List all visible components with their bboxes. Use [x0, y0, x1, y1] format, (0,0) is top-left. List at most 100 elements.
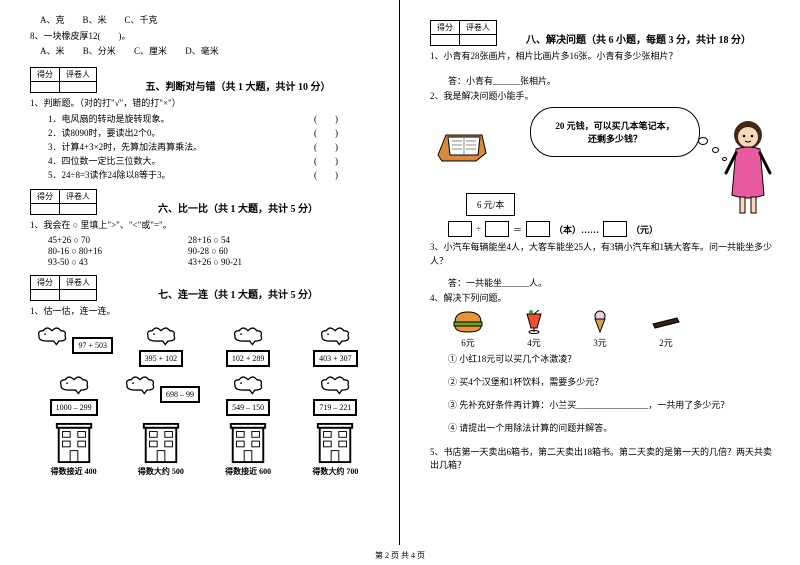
icecream-icon	[583, 310, 617, 334]
tf-text: 2．读8090时，要读出2个0。	[48, 126, 161, 139]
dove-icon	[143, 322, 179, 348]
drink-icon	[517, 310, 551, 334]
cloud-bubble	[698, 137, 708, 145]
dove-label: 102 + 289	[226, 350, 271, 367]
cloud-line-2: 还剩多少钱？	[588, 132, 642, 145]
equation-row: ÷ ＝ （本）…… （元）	[448, 221, 780, 237]
building-icon	[54, 422, 94, 464]
dove-row-2: 1000 – 299 698 – 99 549 – 150 719 – 221	[30, 371, 379, 416]
q4-2: ② 买4个汉堡和1杯饮料，需要多少元？	[448, 375, 780, 388]
q8-options: A、米 B、分米 C、厘米 D、毫米	[30, 45, 379, 59]
dove-label: 719 – 221	[313, 399, 357, 416]
dove-item: 102 + 289	[208, 322, 288, 367]
q8-stem: 8、一块橡皮厚12( )。	[30, 30, 379, 44]
right-column: 得分评卷人 八、解决问题（共 6 小题，每题 3 分，共计 18 分） 1、小青…	[400, 0, 800, 545]
section-8-header: 得分评卷人 八、解决问题（共 6 小题，每题 3 分，共计 18 分）	[430, 20, 780, 46]
eq-div: ÷	[476, 224, 481, 234]
score-box: 得分评卷人	[30, 189, 97, 215]
dove-icon	[56, 371, 92, 397]
opt-b: B、分米	[83, 46, 116, 56]
dove-label: 403 + 307	[313, 350, 358, 367]
s7-stem: 1、估一估，连一连。	[30, 305, 379, 319]
tf-paren: ( )	[314, 126, 338, 139]
dove-item: 97 + 503	[34, 322, 114, 367]
snack-price: 6元	[448, 336, 488, 349]
dove-item: 698 – 99	[121, 371, 201, 416]
eq-unit-1: （本）……	[554, 223, 599, 236]
snack-icecream: 3元	[580, 310, 620, 349]
s6-row-3: 93-50 ○ 4343+26 ○ 90-21	[48, 257, 379, 267]
left-column: A、克 B、米 C、千克 8、一块橡皮厚12( )。 A、米 B、分米 C、厘米…	[0, 0, 400, 545]
building-item: 得数接近 600	[208, 422, 288, 477]
snack-price: 4元	[514, 336, 554, 349]
score-box: 得分评卷人	[430, 20, 497, 46]
section-5-header: 得分评卷人 五、判断对与错（共 1 大题，共计 10 分）	[30, 67, 379, 93]
building-icon	[228, 422, 268, 464]
snack-row: 6元 4元 3元 2元	[448, 310, 780, 349]
building-row: 得数接近 400 得数大约 500 得数接近 600 得数大约 700	[30, 422, 379, 477]
q1: 1、小青有28张画片，相片比画片多16张。小青有多少张相片？	[430, 50, 780, 64]
q4: 4、解决下列问题。	[430, 292, 780, 306]
eq-blank	[526, 221, 550, 237]
dove-row-1: 97 + 503 395 + 102 102 + 289 403 + 307	[30, 322, 379, 367]
s5-item-5: 5．24÷8=3读作24除以8等于3。( )	[48, 168, 338, 181]
price-box: 6 元/本	[466, 193, 515, 216]
eq-blank	[448, 221, 472, 237]
compare-item: 28+16 ○ 54	[188, 235, 328, 245]
dove-icon	[230, 322, 266, 348]
snack-burger: 6元	[448, 310, 488, 349]
compare-item: 93-50 ○ 43	[48, 257, 188, 267]
grader-label: 评卷人	[60, 67, 97, 81]
building-label: 得数接近 400	[34, 466, 114, 477]
q5: 5、书店第一天卖出6箱书，第二天卖出18箱书。第二天卖的是第一天的几倍？两天共卖…	[430, 446, 780, 473]
section-6-header: 得分评卷人 六、比一比（共 1 大题，共计 5 分）	[30, 189, 379, 215]
score-label: 得分	[431, 21, 460, 35]
dove-icon	[122, 371, 158, 397]
building-label: 得数大约 700	[295, 466, 375, 477]
dove-item: 549 – 150	[208, 371, 288, 416]
eq-unit-2: （元）	[631, 223, 658, 236]
section-8-title: 八、解决问题（共 6 小题，每题 3 分，共计 18 分）	[497, 31, 780, 46]
section-6-title: 六、比一比（共 1 大题，共计 5 分）	[97, 200, 379, 215]
q3-answer: 答：一共能坐______人。	[448, 276, 780, 289]
tf-paren: ( )	[314, 112, 338, 125]
tf-text: 1．电风扇的转动是旋转现象。	[48, 112, 170, 125]
score-box: 得分评卷人	[30, 67, 97, 93]
cloud-line-1: 20 元钱，可以买几本笔记本，	[555, 119, 674, 132]
dove-label: 549 – 150	[226, 399, 270, 416]
snack-chocolate: 2元	[646, 310, 686, 349]
s5-item-3: 3．计算4+3×2时，先算加法再算乘法。( )	[48, 140, 338, 153]
building-item: 得数大约 700	[295, 422, 375, 477]
price-container: 6 元/本	[466, 193, 515, 216]
dove-item: 1000 – 299	[34, 371, 114, 416]
s6-row-1: 45+26 ○ 7028+16 ○ 54	[48, 235, 379, 245]
compare-item: 45+26 ○ 70	[48, 235, 188, 245]
building-label: 得数大约 500	[121, 466, 201, 477]
grader-label: 评卷人	[60, 275, 97, 289]
q7-options: A、克 B、米 C、千克	[30, 14, 379, 28]
eq-eq: ＝	[513, 223, 522, 236]
grader-label: 评卷人	[60, 190, 97, 204]
building-label: 得数接近 600	[208, 466, 288, 477]
cloud-area: 20 元钱，可以买几本笔记本， 还剩多少钱？ 6 元/本	[430, 107, 780, 217]
chocolate-icon	[649, 310, 683, 334]
q2: 2、我是解决问题小能手。	[430, 90, 780, 104]
opt-a: A、米	[40, 46, 65, 56]
dove-icon	[34, 322, 70, 348]
building-item: 得数接近 400	[34, 422, 114, 477]
dove-item: 719 – 221	[295, 371, 375, 416]
snack-price: 3元	[580, 336, 620, 349]
eq-blank	[485, 221, 509, 237]
dove-item: 395 + 102	[121, 322, 201, 367]
section-7-title: 七、连一连（共 1 大题，共计 5 分）	[97, 286, 379, 301]
dove-icon	[317, 371, 353, 397]
q4-1: ① 小红18元可以买几个冰激凌？	[448, 352, 780, 365]
tf-text: 4．四位数一定比三位数大。	[48, 154, 161, 167]
compare-item: 43+26 ○ 90-21	[188, 257, 328, 267]
q4-3: ③ 先补充好条件再计算：小兰买________________，一共用了多少元？	[448, 398, 780, 411]
score-label: 得分	[31, 67, 60, 81]
opt-c: C、厘米	[134, 46, 167, 56]
opt-d: D、毫米	[185, 46, 219, 56]
s5-item-4: 4．四位数一定比三位数大。( )	[48, 154, 338, 167]
building-item: 得数大约 500	[121, 422, 201, 477]
